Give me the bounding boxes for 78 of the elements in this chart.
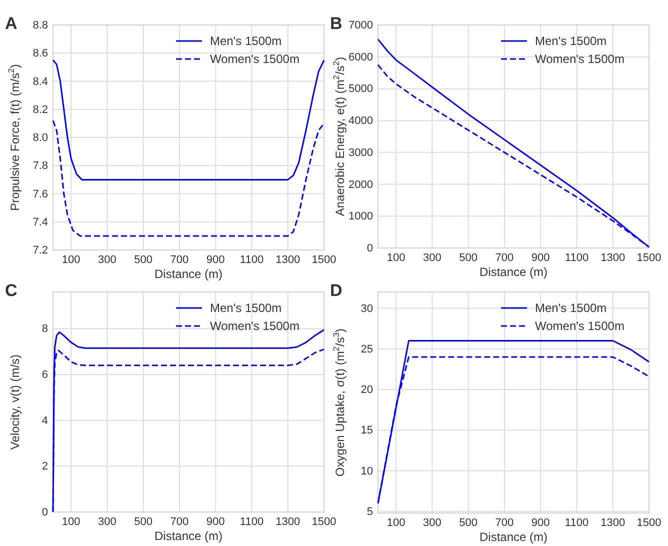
y-tick-label: 6 [42,369,48,382]
y-tick-label: 20 [360,384,373,396]
x-tick-label: 900 [531,516,550,529]
x-tick-label: 500 [134,516,153,528]
chart-title: D [330,281,342,300]
y-tick-label: 7.4 [32,216,48,228]
x-axis-title: Distance (m) [479,530,548,544]
x-tick-label: 1100 [240,516,264,528]
x-tick-label: 500 [134,254,153,266]
x-tick-label: 700 [495,516,514,529]
y-tick-label: 4 [42,414,48,427]
x-axis-title: Distance (m) [154,267,223,281]
x-tick-label: 1500 [636,516,662,529]
x-tick-label: 700 [170,516,189,528]
y-tick-label: 7000 [348,20,373,32]
legend-label: Men's 1500m [535,301,607,315]
legend-label: Women's 1500m [210,52,300,66]
y-tick-label: 10 [360,465,373,478]
x-tick-label: 1500 [636,252,662,264]
x-tick-label: 1300 [600,252,626,264]
y-tick-label: 5 [366,506,373,518]
x-tick-label: 1500 [312,516,336,528]
x-tick-label: 900 [206,516,225,528]
y-tick-label: 0 [42,506,48,519]
legend-label: Men's 1500m [535,34,607,48]
y-tick-label: 7.2 [32,244,48,257]
x-tick-label: 300 [98,516,116,528]
y-tick-label: 6000 [348,51,373,64]
legend-label: Women's 1500m [535,319,624,333]
x-tick-label: 300 [423,516,442,529]
y-tick-label: 4000 [348,115,373,128]
chart-title: C [5,281,18,300]
legend-label: Men's 1500m [210,301,282,315]
y-tick-label: 2000 [348,178,373,191]
x-tick-label: 700 [170,254,189,266]
x-axis-title: Distance (m) [154,529,223,543]
x-tick-label: 1100 [564,252,589,264]
x-tick-label: 1300 [276,516,300,528]
x-tick-label: 900 [206,254,225,266]
y-tick-label: 0 [366,242,373,255]
x-tick-label: 1500 [312,254,336,266]
x-tick-label: 100 [386,516,406,529]
y-tick-label: 8.8 [32,20,48,32]
legend-label: Men's 1500m [210,34,282,48]
x-axis-title: Distance (m) [479,265,548,279]
y-tick-label: 25 [360,343,373,356]
legend-label: Women's 1500m [535,52,624,66]
y-tick-label: 2 [42,460,48,473]
y-tick-label: 30 [360,302,373,315]
y-tick-label: 1000 [348,210,373,223]
y-axis-title: Velocity, v(t) (m/s) [8,354,22,450]
x-tick-label: 500 [459,252,478,264]
x-tick-label: 1300 [276,254,300,266]
x-tick-label: 500 [459,516,478,529]
x-tick-label: 100 [386,252,406,264]
x-tick-label: 100 [62,254,80,266]
x-tick-label: 700 [495,252,514,264]
x-tick-label: 1100 [564,516,589,529]
y-tick-label: 8.6 [32,48,48,60]
y-tick-label: 5000 [348,83,373,96]
chart-title: B [330,14,342,33]
x-tick-label: 300 [423,252,442,264]
y-tick-label: 15 [360,424,373,437]
x-tick-label: 1100 [240,254,264,266]
y-tick-label: 7.6 [32,188,48,200]
legend-label: Women's 1500m [210,319,300,333]
y-tick-label: 8 [42,323,48,336]
y-tick-label: 7.8 [32,160,48,172]
chart-title: A [5,14,18,33]
x-tick-label: 900 [531,252,550,264]
y-tick-label: 8.2 [32,104,48,116]
y-tick-label: 3000 [348,146,373,159]
y-tick-label: 8.0 [32,132,48,144]
x-tick-label: 1300 [600,516,626,529]
line-series [52,120,325,237]
x-tick-label: 100 [62,516,80,528]
y-tick-label: 8.4 [32,76,48,88]
x-tick-label: 300 [98,254,116,266]
